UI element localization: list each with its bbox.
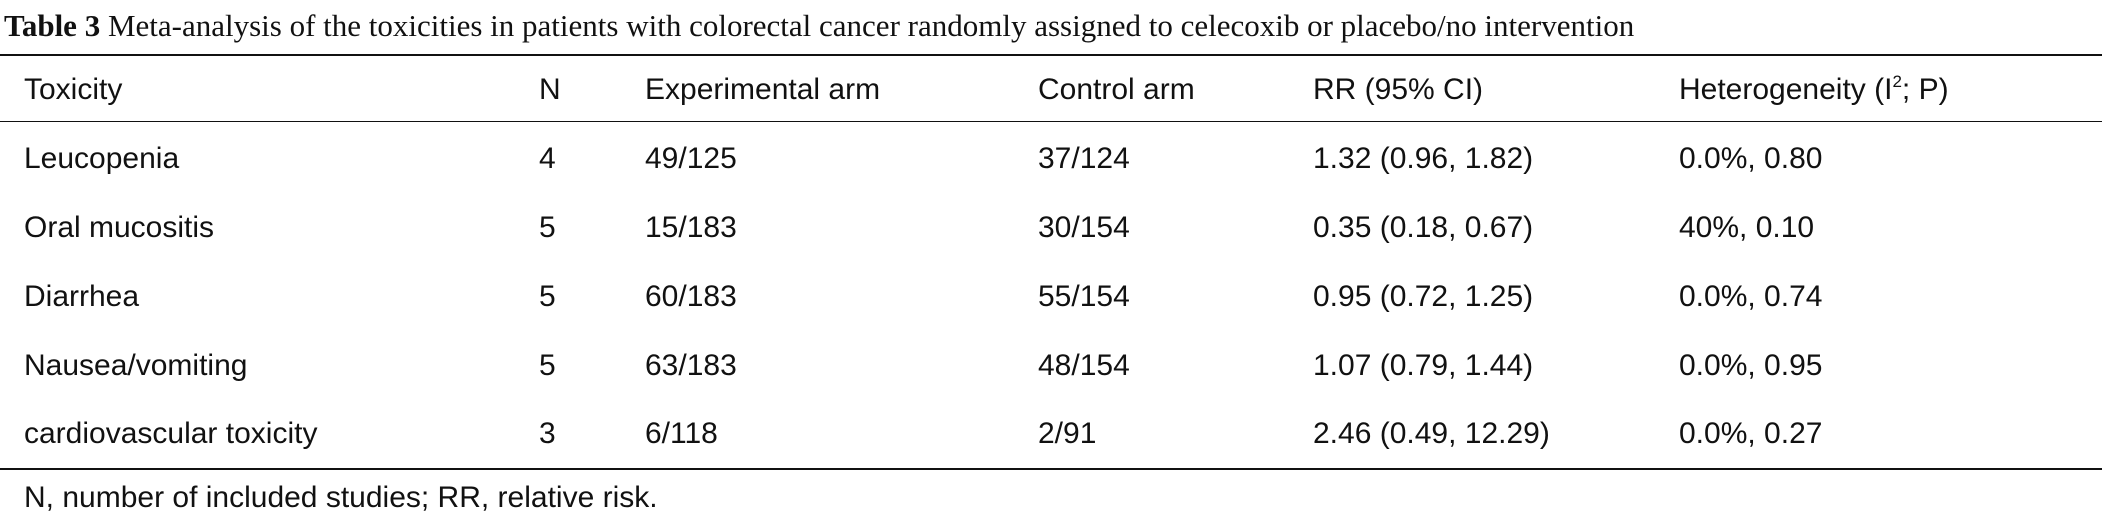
table-row: cardiovascular toxicity 3 6/118 2/91 2.4… [0, 404, 2102, 464]
header-heterogeneity-superscript: 2 [1892, 72, 1902, 91]
table-caption: Table 3 Meta-analysis of the toxicities … [4, 6, 1634, 46]
cell-experimental-arm: 49/125 [645, 142, 737, 175]
header-experimental-arm: Experimental arm [645, 73, 881, 106]
cell-rr: 0.95 (0.72, 1.25) [1313, 280, 1534, 313]
table-row: Diarrhea 5 60/183 55/154 0.95 (0.72, 1.2… [0, 267, 2102, 327]
table-row: Nausea/vomiting 5 63/183 48/154 1.07 (0.… [0, 336, 2102, 396]
cell-rr: 1.07 (0.79, 1.44) [1313, 349, 1534, 382]
table-bottom-rule [0, 468, 2102, 470]
cell-toxicity: cardiovascular toxicity [24, 417, 318, 450]
cell-control-arm: 55/154 [1038, 280, 1130, 313]
cell-rr: 1.32 (0.96, 1.82) [1313, 142, 1534, 175]
cell-heterogeneity: 0.0%, 0.27 [1679, 417, 1823, 450]
cell-heterogeneity: 0.0%, 0.95 [1679, 349, 1823, 382]
cell-control-arm: 30/154 [1038, 211, 1130, 244]
cell-n: 4 [539, 142, 556, 175]
cell-toxicity: Oral mucositis [24, 211, 215, 244]
table-caption-text: Meta-analysis of the toxicities in patie… [107, 8, 1635, 43]
header-heterogeneity-pre: Heterogeneity (I [1679, 73, 1893, 106]
cell-control-arm: 37/124 [1038, 142, 1130, 175]
table-caption-label: Table 3 [4, 8, 101, 43]
cell-control-arm: 2/91 [1038, 417, 1097, 450]
cell-toxicity: Diarrhea [24, 280, 140, 313]
cell-heterogeneity: 0.0%, 0.74 [1679, 280, 1823, 313]
header-control-arm: Control arm [1038, 73, 1195, 106]
cell-heterogeneity: 0.0%, 0.80 [1679, 142, 1823, 175]
cell-toxicity: Leucopenia [24, 142, 180, 175]
header-n: N [539, 73, 561, 106]
cell-heterogeneity: 40%, 0.10 [1679, 211, 1815, 244]
cell-n: 5 [539, 349, 556, 382]
table-row: Oral mucositis 5 15/183 30/154 0.35 (0.1… [0, 198, 2102, 258]
table-top-rule [0, 54, 2102, 56]
table-header-rule [0, 121, 2102, 122]
table-footnote: N, number of included studies; RR, relat… [24, 481, 658, 514]
cell-rr: 2.46 (0.49, 12.29) [1313, 417, 1550, 450]
cell-experimental-arm: 15/183 [645, 211, 737, 244]
cell-toxicity: Nausea/vomiting [24, 349, 248, 382]
cell-experimental-arm: 6/118 [645, 417, 718, 450]
header-toxicity: Toxicity [24, 73, 123, 106]
cell-n: 5 [539, 280, 556, 313]
cell-control-arm: 48/154 [1038, 349, 1130, 382]
cell-n: 3 [539, 417, 556, 450]
table-header-row: Toxicity N Experimental arm Control arm … [0, 60, 2102, 120]
cell-experimental-arm: 63/183 [645, 349, 737, 382]
header-heterogeneity-post: ; P) [1901, 73, 1949, 106]
table-row: Leucopenia 4 49/125 37/124 1.32 (0.96, 1… [0, 129, 2102, 189]
header-rr: RR (95% CI) [1313, 73, 1484, 106]
cell-n: 5 [539, 211, 556, 244]
cell-rr: 0.35 (0.18, 0.67) [1313, 211, 1534, 244]
header-heterogeneity: Heterogeneity (I2; P) [1679, 60, 1949, 120]
cell-experimental-arm: 60/183 [645, 280, 737, 313]
